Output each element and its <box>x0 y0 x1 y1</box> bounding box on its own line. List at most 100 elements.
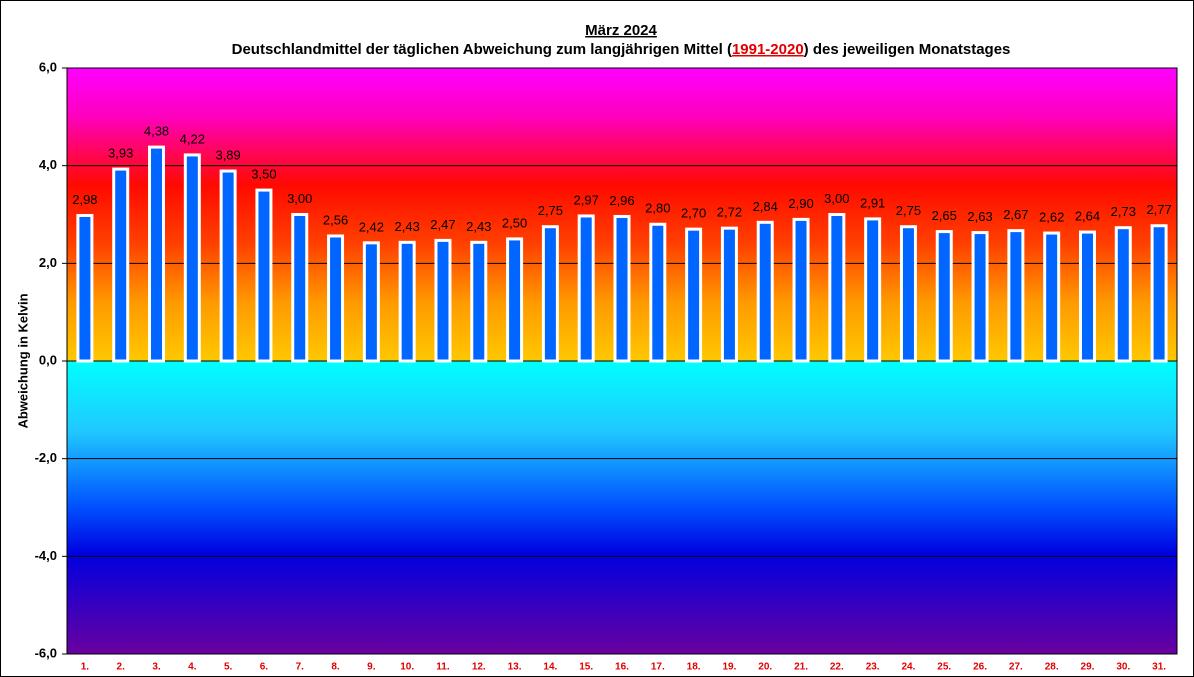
x-tick-label: 21. <box>794 662 808 673</box>
value-label: 4,22 <box>180 131 205 146</box>
x-tick-label: 11. <box>436 662 450 673</box>
x-tick-label: 24. <box>901 662 915 673</box>
value-label: 2,42 <box>359 219 384 234</box>
value-label: 2,43 <box>395 219 420 234</box>
bar <box>577 214 595 363</box>
value-label: 2,91 <box>860 195 885 210</box>
x-tick-label: 31. <box>1152 662 1166 673</box>
x-tick-label: 29. <box>1081 662 1095 673</box>
bar <box>720 226 738 363</box>
value-label: 2,63 <box>967 209 992 224</box>
x-tick-label: 27. <box>1009 662 1023 673</box>
bar <box>327 234 345 363</box>
x-tick-label: 14. <box>543 662 557 673</box>
value-label: 2,73 <box>1111 204 1136 219</box>
x-tick-label: 16. <box>615 662 629 673</box>
bar <box>1150 224 1168 363</box>
value-label: 3,50 <box>251 167 276 182</box>
bar <box>971 231 989 363</box>
x-tick-label: 20. <box>758 662 772 673</box>
y-tick-label: 2,0 <box>39 255 57 270</box>
x-tick-label: 30. <box>1116 662 1130 673</box>
value-label: 2,67 <box>1003 207 1028 222</box>
bar <box>828 213 846 363</box>
value-label: 3,00 <box>824 191 849 206</box>
value-label: 2,77 <box>1146 202 1171 217</box>
x-tick-label: 25. <box>937 662 951 673</box>
bar <box>864 217 882 363</box>
chart-title: März 2024 <box>585 22 657 39</box>
value-label: 3,93 <box>108 146 133 161</box>
value-label: 2,56 <box>323 212 348 227</box>
bar <box>506 237 524 363</box>
bar <box>362 241 380 363</box>
y-tick-label: 6,0 <box>39 59 57 74</box>
value-label: 2,43 <box>466 219 491 234</box>
y-tick-label: -2,0 <box>35 450 57 465</box>
bar <box>1043 231 1061 363</box>
x-tick-label: 1. <box>81 662 90 673</box>
value-label: 2,98 <box>72 192 97 207</box>
y-tick-label: -6,0 <box>35 645 57 660</box>
value-label: 2,97 <box>574 192 599 207</box>
bar <box>756 220 774 363</box>
subtitle-part: ) des jeweiligen Monatstages <box>804 41 1011 58</box>
x-tick-label: 5. <box>224 662 233 673</box>
bar <box>112 167 130 363</box>
chart-subtitle: Deutschlandmittel der täglichen Abweichu… <box>232 41 1011 58</box>
bar <box>541 225 559 363</box>
x-tick-label: 15. <box>579 662 593 673</box>
bar <box>183 153 201 363</box>
value-label: 3,89 <box>215 147 240 162</box>
bar <box>1078 230 1096 363</box>
bar <box>1007 229 1025 363</box>
value-label: 2,90 <box>788 196 813 211</box>
x-tick-label: 2. <box>117 662 126 673</box>
value-label: 2,84 <box>753 199 778 214</box>
y-tick-label: 0,0 <box>39 352 57 367</box>
value-label: 2,70 <box>681 206 706 221</box>
x-tick-label: 4. <box>188 662 197 673</box>
x-tick-label: 6. <box>260 662 269 673</box>
bar <box>291 213 309 363</box>
bar <box>792 217 810 363</box>
value-label: 2,64 <box>1075 209 1100 224</box>
x-tick-label: 13. <box>508 662 522 673</box>
x-tick-label: 9. <box>367 662 376 673</box>
subtitle-period: 1991-2020 <box>732 41 804 58</box>
bar <box>899 225 917 363</box>
value-label: 2,62 <box>1039 209 1064 224</box>
value-label: 2,50 <box>502 215 527 230</box>
value-label: 4,38 <box>144 124 169 139</box>
y-axis-label: Abweichung in Kelvin <box>15 293 30 428</box>
value-label: 2,47 <box>430 217 455 232</box>
bar <box>649 222 667 363</box>
bar <box>398 240 416 363</box>
value-label: 2,80 <box>645 201 670 216</box>
bar <box>470 240 488 363</box>
bar <box>935 230 953 363</box>
value-label: 2,75 <box>538 203 563 218</box>
x-tick-label: 3. <box>152 662 161 673</box>
bar <box>434 238 452 363</box>
x-tick-label: 7. <box>296 662 305 673</box>
bar <box>255 188 273 363</box>
x-tick-label: 22. <box>830 662 844 673</box>
value-label: 3,00 <box>287 191 312 206</box>
bar <box>148 145 166 363</box>
x-tick-label: 12. <box>472 662 486 673</box>
bar <box>219 169 237 363</box>
value-label: 2,65 <box>932 208 957 223</box>
x-tick-label: 23. <box>866 662 880 673</box>
x-tick-label: 19. <box>722 662 736 673</box>
value-label: 2,75 <box>896 203 921 218</box>
x-tick-label: 17. <box>651 662 665 673</box>
subtitle-part: Deutschlandmittel der täglichen Abweichu… <box>232 41 732 58</box>
bar <box>76 213 94 363</box>
x-tick-label: 26. <box>973 662 987 673</box>
bar <box>685 227 703 363</box>
bar <box>1114 226 1132 363</box>
x-tick-label: 28. <box>1045 662 1059 673</box>
x-tick-label: 8. <box>331 662 340 673</box>
y-tick-label: -4,0 <box>35 548 57 563</box>
